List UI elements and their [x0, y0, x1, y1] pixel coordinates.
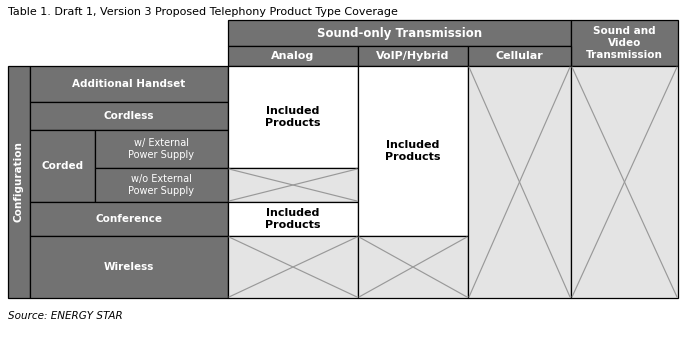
Bar — [571, 66, 678, 298]
Bar — [228, 202, 358, 236]
Text: Sound and
Video
Transmission: Sound and Video Transmission — [586, 26, 663, 60]
Bar — [30, 236, 228, 298]
Bar — [468, 66, 571, 298]
Text: Cordless: Cordless — [104, 111, 154, 121]
Bar — [228, 20, 571, 46]
Text: Configuration: Configuration — [14, 142, 24, 222]
Bar — [468, 46, 571, 66]
Bar — [571, 20, 678, 66]
Text: Included
Products: Included Products — [265, 106, 321, 128]
Bar — [228, 66, 358, 168]
Bar — [95, 130, 228, 168]
Bar — [228, 168, 358, 202]
Text: Additional Handset: Additional Handset — [73, 79, 186, 89]
Bar — [8, 66, 30, 298]
Text: Included
Products: Included Products — [386, 140, 441, 162]
Bar — [228, 236, 358, 298]
Text: Sound-only Transmission: Sound-only Transmission — [317, 27, 482, 40]
Text: Wireless: Wireless — [104, 262, 154, 272]
Bar — [358, 236, 468, 298]
Text: Cellular: Cellular — [495, 51, 543, 61]
Bar — [30, 102, 228, 130]
Text: Table 1. Draft 1, Version 3 Proposed Telephony Product Type Coverage: Table 1. Draft 1, Version 3 Proposed Tel… — [8, 7, 398, 17]
Text: w/o External
Power Supply: w/o External Power Supply — [129, 174, 194, 196]
Text: w/ External
Power Supply: w/ External Power Supply — [129, 138, 194, 160]
Text: Conference: Conference — [95, 214, 162, 224]
Bar — [358, 66, 468, 236]
Text: Included
Products: Included Products — [265, 208, 321, 230]
Text: Corded: Corded — [41, 161, 84, 171]
Bar — [228, 46, 358, 66]
Bar — [358, 46, 468, 66]
Bar — [30, 202, 228, 236]
Text: Source: ENERGY STAR: Source: ENERGY STAR — [8, 311, 123, 321]
Text: VoIP/Hybrid: VoIP/Hybrid — [377, 51, 450, 61]
Bar — [30, 66, 228, 102]
Text: Analog: Analog — [272, 51, 314, 61]
Bar — [30, 130, 95, 202]
Bar — [95, 168, 228, 202]
